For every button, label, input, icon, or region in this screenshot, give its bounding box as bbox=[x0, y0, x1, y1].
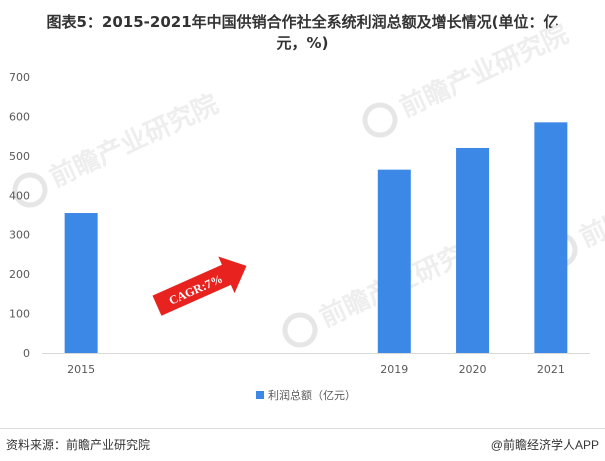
x-tick-label: 2019 bbox=[380, 363, 408, 376]
watermark-logo-icon bbox=[362, 102, 398, 138]
legend-label: 利润总额（亿元） bbox=[268, 388, 356, 402]
legend: 利润总额（亿元） bbox=[256, 388, 356, 402]
watermark: 前瞻产业研究院 bbox=[362, 18, 573, 138]
source-note: 资料来源：前瞻产业研究院 bbox=[6, 438, 151, 452]
y-tick-label: 600 bbox=[9, 110, 30, 123]
watermark-text: 前瞻产业研究院 bbox=[45, 88, 223, 193]
y-tick-label: 300 bbox=[9, 229, 30, 242]
y-tick-label: 100 bbox=[9, 308, 30, 321]
bar-2020 bbox=[456, 147, 490, 353]
bar-2015 bbox=[64, 213, 98, 353]
watermark: 前瞻产业研究院 bbox=[12, 88, 223, 208]
footer: 资料来源：前瞻产业研究院 @前瞻经济学人APP bbox=[0, 428, 605, 461]
x-tick-label: 2020 bbox=[459, 363, 487, 376]
chart-title-line2: 元，%) bbox=[276, 34, 329, 52]
y-tick-label: 700 bbox=[9, 71, 30, 84]
bar-2019 bbox=[377, 169, 411, 353]
y-tick-label: 200 bbox=[9, 268, 30, 281]
watermark-text: 前瞻产业研究院 bbox=[395, 18, 573, 123]
brand-credit: @前瞻经济学人APP bbox=[490, 438, 599, 452]
watermark-text: 前瞻产业研究院 bbox=[575, 148, 605, 253]
x-tick-label: 2021 bbox=[537, 363, 565, 376]
watermark-logo-icon bbox=[282, 312, 318, 348]
cagr-arrow-icon bbox=[152, 256, 247, 316]
y-tick-label: 400 bbox=[9, 189, 30, 202]
cagr-arrow-annotation: CAGR:7% bbox=[152, 256, 247, 316]
y-tick-label: 500 bbox=[9, 150, 30, 163]
bar-chart: 前瞻产业研究院前瞻产业研究院前瞻产业研究院前瞻产业研究院010020030040… bbox=[9, 18, 605, 402]
watermark-logo-icon bbox=[12, 172, 48, 208]
y-tick-label: 0 bbox=[23, 347, 30, 360]
legend-swatch bbox=[256, 391, 264, 399]
bar-2021 bbox=[534, 122, 568, 353]
x-tick-label: 2015 bbox=[67, 363, 95, 376]
chart-title-line1: 图表5：2015-2021年中国供销合作社全系统利润总额及增长情况(单位：亿 bbox=[46, 13, 559, 31]
chart-title: 图表5：2015-2021年中国供销合作社全系统利润总额及增长情况(单位：亿 元… bbox=[0, 12, 605, 54]
